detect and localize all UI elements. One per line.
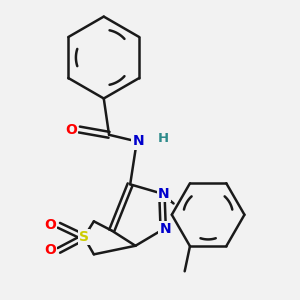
- Text: O: O: [65, 122, 77, 136]
- Text: O: O: [44, 243, 56, 257]
- Text: O: O: [44, 218, 56, 232]
- Text: H: H: [158, 132, 169, 145]
- Text: S: S: [79, 230, 89, 244]
- Text: N: N: [159, 222, 171, 236]
- Text: N: N: [158, 187, 170, 201]
- Text: N: N: [132, 134, 144, 148]
